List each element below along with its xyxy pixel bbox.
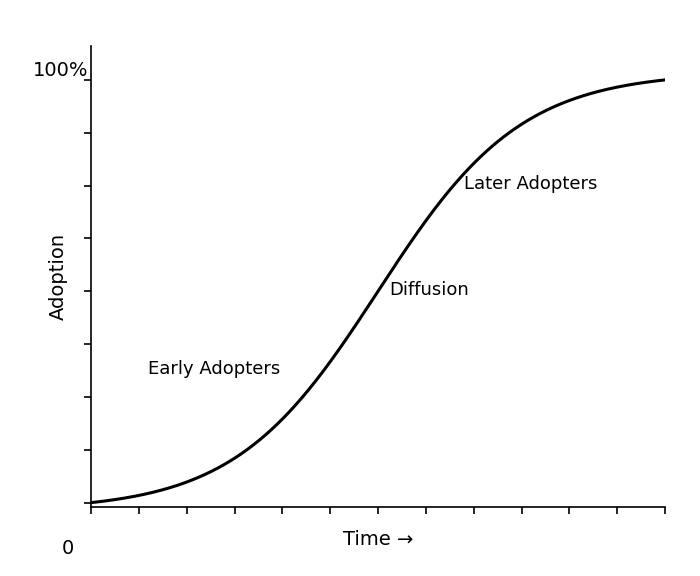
Text: 0: 0 bbox=[62, 539, 74, 558]
Text: 100%: 100% bbox=[33, 61, 88, 80]
Text: Diffusion: Diffusion bbox=[389, 281, 469, 300]
X-axis label: Time →: Time → bbox=[343, 530, 413, 549]
Text: Later Adopters: Later Adopters bbox=[464, 175, 598, 194]
Text: Early Adopters: Early Adopters bbox=[148, 359, 281, 378]
Y-axis label: Adoption: Adoption bbox=[49, 233, 68, 320]
